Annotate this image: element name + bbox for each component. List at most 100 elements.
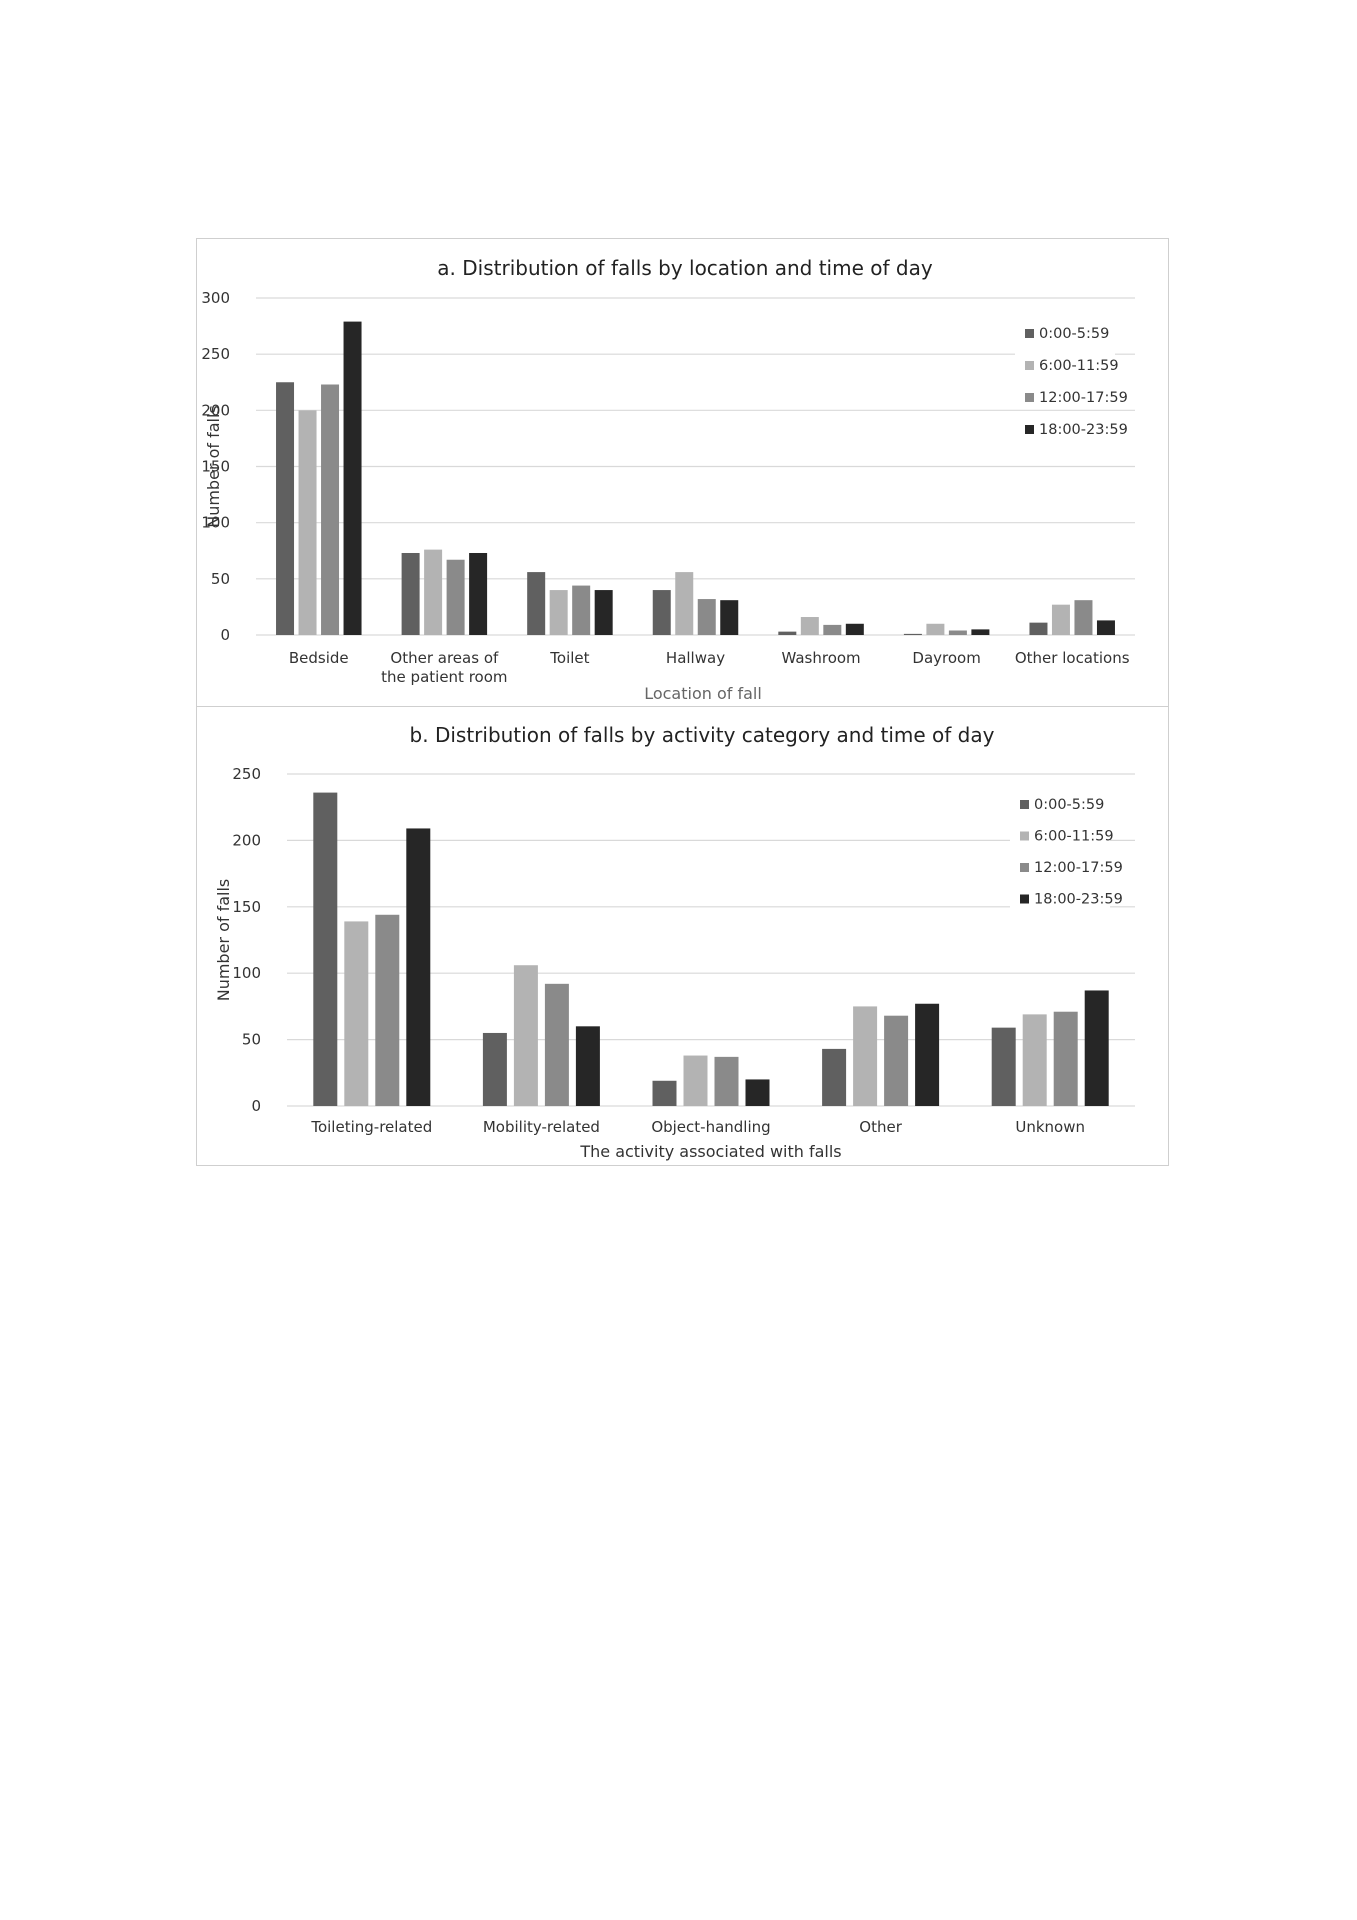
legend-swatch (1025, 361, 1034, 370)
bar-6-00-11-59-2 (683, 1055, 708, 1106)
bar-0-00-5-59-4 (778, 631, 797, 635)
bar-6-00-11-59-2 (549, 590, 568, 635)
y-tick-label: 150 (201, 458, 230, 476)
bar-12-00-17-59-5 (948, 630, 967, 635)
x-category-label: Hallway (666, 649, 725, 667)
bar-6-00-11-59-4 (800, 617, 819, 635)
legend-swatch (1025, 393, 1034, 402)
bar-18-00-23-59-2 (594, 590, 613, 635)
bar-18-00-23-59-3 (915, 1003, 940, 1106)
y-tick-label: 0 (251, 1097, 261, 1115)
legend-backdrop (1010, 886, 1110, 909)
legend: 0:00-5:59 6:00-11:59 12:00-17:59 18:00-23:5… (1015, 321, 1128, 439)
legend-backdrop (1015, 321, 1115, 343)
bar-0-00-5-59-1 (482, 1032, 507, 1106)
y-tick-label: 150 (232, 898, 261, 916)
chart-location-svg: a. Distribution of falls by location and… (201, 256, 1135, 703)
legend-label: 12:00-17:59 (1039, 390, 1128, 406)
legend-backdrop (1015, 353, 1115, 375)
y-axis-title: Number of falls (204, 405, 223, 528)
bar-0-00-5-59-3 (652, 590, 671, 635)
chart-activity-svg: b. Distribution of falls by activity cat… (214, 723, 1135, 1161)
x-category-label: Mobility-related (483, 1118, 600, 1136)
legend-label: 0:00-5:59 (1034, 797, 1104, 813)
legend-swatch (1020, 894, 1029, 904)
bar-18-00-23-59-2 (745, 1079, 770, 1106)
bar-18-00-23-59-3 (720, 600, 739, 635)
legend-backdrop (1010, 792, 1110, 814)
chart-title: b. Distribution of falls by activity cat… (410, 723, 995, 747)
y-tick-label: 100 (201, 514, 230, 532)
legend-label: 18:00-23:59 (1034, 892, 1123, 908)
bar-0-00-5-59-4 (991, 1027, 1016, 1106)
x-category-label: Other (859, 1118, 902, 1136)
legend-backdrop (1015, 417, 1115, 439)
x-category-label: the patient room (381, 668, 507, 686)
bar-12-00-17-59-2 (572, 585, 591, 635)
bar-12-00-17-59-0 (375, 914, 400, 1106)
bar-12-00-17-59-4 (823, 624, 842, 635)
legend-swatch (1020, 863, 1029, 872)
bar-12-00-17-59-3 (697, 599, 716, 635)
bar-0-00-5-59-1 (401, 552, 420, 635)
y-axis-title: Number of falls (214, 879, 233, 1002)
chart-title: a. Distribution of falls by location and… (437, 256, 933, 280)
bar-12-00-17-59-2 (714, 1056, 739, 1106)
y-tick-label: 50 (242, 1031, 261, 1049)
bar-18-00-23-59-5 (971, 629, 990, 635)
bar-6-00-11-59-1 (424, 549, 443, 635)
x-category-label: Dayroom (912, 649, 980, 667)
bar-6-00-11-59-3 (675, 572, 694, 635)
bar-18-00-23-59-0 (406, 828, 431, 1106)
bar-0-00-5-59-3 (822, 1048, 847, 1106)
legend-label: 6:00-11:59 (1039, 358, 1119, 374)
bar-12-00-17-59-0 (321, 384, 340, 635)
y-tick-label: 0 (220, 626, 230, 644)
bar-6-00-11-59-1 (513, 965, 538, 1106)
bar-18-00-23-59-6 (1096, 620, 1115, 635)
legend-backdrop (1015, 385, 1115, 407)
x-category-label: Unknown (1015, 1118, 1085, 1136)
bar-12-00-17-59-6 (1074, 600, 1093, 635)
bar-0-00-5-59-5 (903, 633, 922, 635)
bar-0-00-5-59-2 (527, 572, 546, 635)
bar-6-00-11-59-3 (853, 1006, 878, 1106)
legend-swatch (1025, 425, 1034, 434)
figure-frame: a. Distribution of falls by location and… (196, 238, 1169, 1166)
bar-18-00-23-59-4 (845, 623, 864, 635)
legend-backdrop (1010, 823, 1110, 846)
y-tick-label: 200 (232, 831, 261, 849)
x-axis-title: The activity associated with falls (579, 1142, 841, 1161)
legend: 0:00-5:59 6:00-11:59 12:00-17:59 18:00-23:5… (1010, 792, 1123, 909)
x-category-label: Washroom (781, 649, 860, 667)
bar-6-00-11-59-4 (1022, 1014, 1047, 1106)
legend-label: 12:00-17:59 (1034, 860, 1123, 876)
bar-18-00-23-59-1 (469, 552, 488, 635)
legend-label: 18:00-23:59 (1039, 422, 1128, 438)
bar-12-00-17-59-3 (884, 1015, 909, 1106)
legend-label: 6:00-11:59 (1034, 829, 1114, 845)
y-tick-label: 300 (201, 289, 230, 307)
x-category-label: Toilet (549, 649, 589, 667)
y-tick-label: 100 (232, 964, 261, 982)
bar-0-00-5-59-0 (313, 792, 338, 1106)
bar-12-00-17-59-4 (1053, 1011, 1078, 1106)
y-tick-label: 250 (201, 345, 230, 363)
bar-6-00-11-59-0 (298, 410, 317, 635)
chart-panel-location: a. Distribution of falls by location and… (197, 239, 1168, 706)
y-tick-label: 50 (211, 570, 230, 588)
chart-panel-activity: b. Distribution of falls by activity cat… (197, 706, 1168, 1168)
legend-swatch (1025, 329, 1034, 338)
y-tick-label: 200 (201, 401, 230, 419)
legend-swatch (1020, 831, 1029, 841)
bar-12-00-17-59-1 (446, 559, 465, 635)
bar-0-00-5-59-6 (1029, 622, 1048, 635)
bar-12-00-17-59-1 (544, 983, 569, 1106)
bar-18-00-23-59-1 (575, 1026, 600, 1106)
y-tick-label: 250 (232, 765, 261, 783)
bar-18-00-23-59-4 (1084, 990, 1109, 1106)
x-category-label: Other areas of (390, 649, 499, 667)
bar-18-00-23-59-0 (343, 321, 362, 635)
legend-backdrop (1010, 855, 1110, 877)
bar-6-00-11-59-5 (926, 623, 945, 635)
